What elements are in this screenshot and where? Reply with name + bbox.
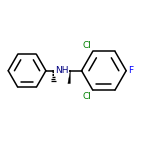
Text: Cl: Cl: [83, 92, 92, 101]
Text: Cl: Cl: [82, 41, 91, 50]
Text: NH: NH: [55, 66, 68, 75]
Text: F: F: [128, 66, 133, 75]
Polygon shape: [68, 71, 70, 84]
